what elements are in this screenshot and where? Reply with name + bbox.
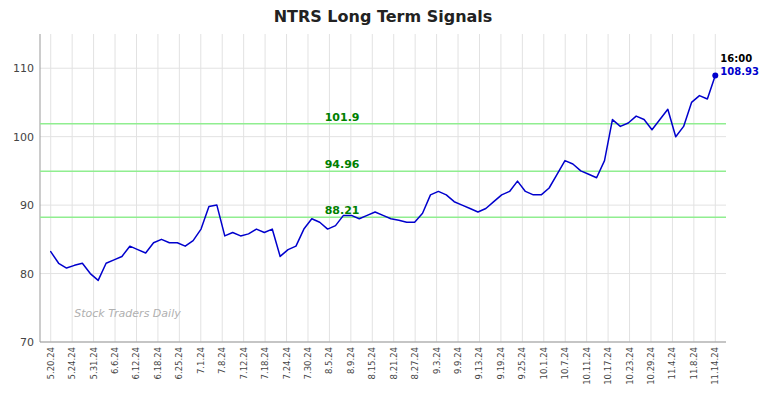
price-line [51,76,716,281]
y-tick-label: 70 [20,336,34,349]
x-tick-label: 8.27.24 [410,347,420,379]
x-tick-label: 10.1.24 [539,347,549,379]
signal-label: 88.21 [325,204,360,217]
x-tick-label: 9.9.24 [453,347,463,374]
x-grid-line [458,34,459,342]
x-grid-line [350,34,351,342]
x-grid-line [307,34,308,342]
x-tick-label: 8.21.24 [389,347,399,379]
x-grid-line [372,34,373,342]
x-tick-label: 10.23.24 [625,347,635,385]
x-tick-label: 9.25.24 [517,347,527,379]
x-grid-line [479,34,480,342]
x-grid-line [393,34,394,342]
x-tick-label: 5.20.24 [46,347,56,379]
y-tick-label: 90 [20,199,34,212]
x-tick-label: 8.15.24 [367,347,377,379]
x-tick-label: 6.12.24 [131,347,141,379]
x-grid-line [115,34,116,342]
x-tick-label: 8.5.24 [324,347,334,374]
x-grid-line [136,34,137,342]
x-tick-label: 7.18.24 [260,347,270,379]
x-tick-label: 11.14.24 [710,347,720,385]
x-tick-label: 9.13.24 [474,347,484,379]
x-tick-label: 7.1.24 [196,347,206,374]
x-tick-label: 6.6.24 [110,347,120,374]
x-grid-line [222,34,223,342]
chart: 70 80 90 100 110 5.20.24 5.24.24 5.31.24 6.6.24 6… [0,0,784,398]
grid [40,34,726,342]
x-tick-label: 7.12.24 [239,347,249,379]
watermark: Stock Traders Daily [74,307,181,320]
y-grid-line [40,68,726,69]
x-grid-line [157,34,158,342]
x-tick-label: 8.9.24 [346,347,356,374]
last-point-value: 108.93 [720,66,759,77]
x-grid-line [415,34,416,342]
x-tick-label: 10.11.24 [582,347,592,385]
plot-area [40,76,726,281]
x-tick-label: 11.4.24 [667,347,677,379]
y-grid-line [40,205,726,206]
last-point [712,73,718,79]
x-tick-label: 5.24.24 [67,347,77,379]
x-grid-line [286,34,287,342]
x-tick-label: 5.31.24 [89,347,99,379]
y-tick-label: 100 [13,131,34,144]
signal-line [40,217,726,219]
x-grid-line [672,34,673,342]
x-grid-line [500,34,501,342]
x-grid-line [586,34,587,342]
x-tick-label: 7.8.24 [217,347,227,374]
y-grid-line [40,342,726,343]
y-tick-label: 80 [20,268,34,281]
x-tick-label: 9.3.24 [432,347,442,374]
x-tick-label: 6.18.24 [153,347,163,379]
x-grid-line [650,34,651,342]
signal-label: 101.9 [325,111,360,124]
x-tick-label: 10.17.24 [603,347,613,385]
x-grid-line [93,34,94,342]
signal-line [40,170,726,172]
x-grid-line [243,34,244,342]
signal-line [40,123,726,125]
x-axis-line [40,342,726,343]
y-grid-line [40,136,726,137]
x-tick-label: 11.8.24 [689,347,699,379]
y-grid-line [40,273,726,274]
x-grid-line [436,34,437,342]
x-grid-line [50,34,51,342]
x-tick-label: 10.7.24 [560,347,570,379]
x-grid-line [565,34,566,342]
x-tick-label: 7.30.24 [303,347,313,379]
x-grid-line [543,34,544,342]
y-tick-label: 110 [13,62,34,75]
background [0,0,784,398]
x-grid-line [72,34,73,342]
x-tick-label: 7.24.24 [282,347,292,379]
x-grid-line [608,34,609,342]
x-grid-line [715,34,716,342]
x-grid-line [629,34,630,342]
last-point-label: 16:00 [720,53,752,64]
x-grid-line [200,34,201,342]
x-tick-label: 9.19.24 [496,347,506,379]
x-grid-line [265,34,266,342]
signal-label: 94.96 [325,158,360,171]
y-axis-line [40,34,41,342]
x-tick-label: 10.29.24 [646,347,656,385]
title: NTRS Long Term Signals [274,7,493,26]
x-tick-label: 6.25.24 [174,347,184,379]
x-grid-line [179,34,180,342]
x-grid-line [329,34,330,342]
x-grid-line [693,34,694,342]
